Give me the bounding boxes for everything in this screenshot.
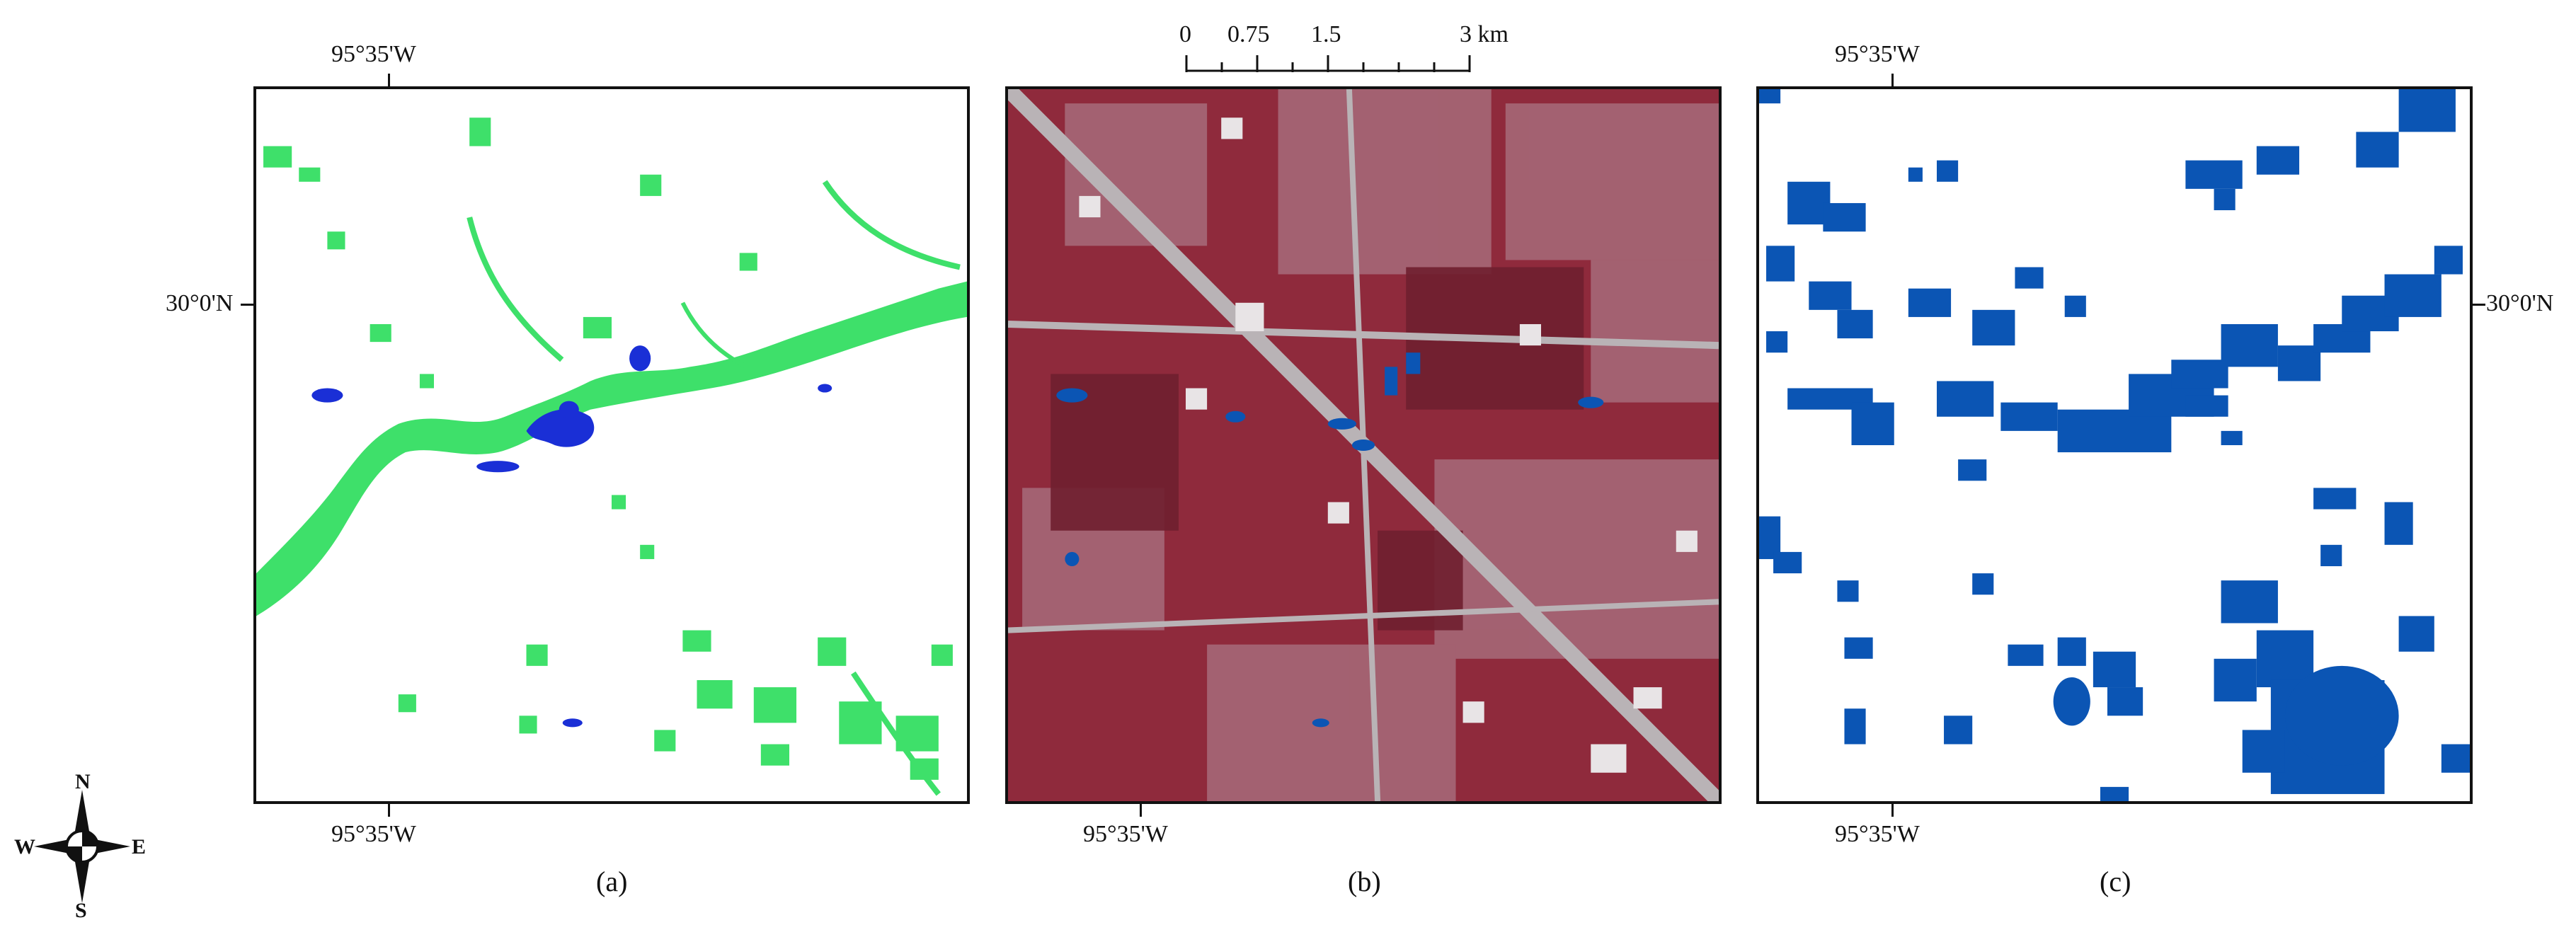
panel-a-map-graphic: [256, 117, 967, 796]
panel-c-water-map: [1756, 86, 2473, 804]
panel-b-lon-bottom: 95°35'W: [1083, 821, 1168, 847]
panel-b-bright-buildings: [1079, 117, 1698, 773]
panel-a-tick-bottom: [388, 804, 390, 817]
panel-c-lon-top: 95°35'W: [1835, 41, 1920, 67]
panel-a-caption: (a): [596, 866, 628, 897]
panel-a-tick-top: [388, 74, 390, 86]
compass-w: W: [14, 835, 35, 858]
panel-a-flood-patches: [263, 117, 953, 780]
panel-b-urban-areas: [1022, 89, 1719, 801]
scale-label-0: 0: [1179, 21, 1191, 47]
panel-a-water-bodies: [311, 345, 832, 728]
scale-label-075: 0.75: [1227, 21, 1270, 47]
panel-c-tick-right: [2473, 304, 2485, 306]
panel-c-lon-bottom: 95°35'W: [1835, 821, 1920, 847]
compass-e: E: [132, 835, 147, 858]
panel-a-flood-map: [253, 86, 970, 804]
panel-c-map-graphic: [1759, 89, 2470, 801]
compass-rose-icon: [34, 790, 130, 903]
panel-c-water-pixels: [1759, 89, 2470, 801]
scale-label-3km: 3 km: [1460, 21, 1509, 47]
panel-b-water-bodies: [1056, 352, 1604, 728]
panel-c-caption: (c): [2100, 866, 2131, 897]
compass-s: S: [75, 899, 87, 922]
panel-a-river: [256, 281, 967, 616]
panel-a-lon-top: 95°35'W: [331, 41, 416, 67]
panel-a-lat-left: 30°0'N: [166, 290, 234, 316]
north-arrow: N S W E: [6, 771, 147, 921]
panel-c-tick-top: [1891, 74, 1894, 86]
panel-b-caption: (b): [1348, 866, 1381, 897]
compass-n: N: [75, 770, 91, 793]
panel-a-tick-left: [241, 304, 253, 306]
panel-c-lat-right: 30°0'N: [2486, 290, 2554, 316]
panel-b-image-graphic: [1008, 89, 1719, 801]
panel-c-tick-bottom: [1891, 804, 1894, 817]
panel-b-tick-bottom: [1140, 804, 1142, 817]
panel-b-false-color-image: [1005, 86, 1722, 804]
scale-label-15: 1.5: [1311, 21, 1341, 47]
panel-a-lon-bottom: 95°35'W: [331, 821, 416, 847]
scale-bar: 0 0.75 1.5 3 km: [1179, 21, 1509, 78]
